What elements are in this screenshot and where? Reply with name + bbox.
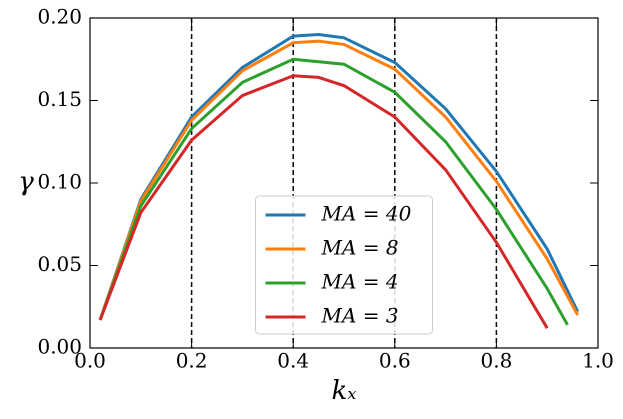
line [98,74,549,329]
plot-frame [89,17,599,349]
x-tick-label: 0.4 [277,349,309,373]
legend-label: MA = 8 [321,236,399,260]
y-tick-label: 0.10 [37,170,82,194]
x-tick-label: 1.0 [582,349,614,373]
x-tick-label: 0.8 [480,349,512,373]
y-tick-label: 0.20 [37,5,82,29]
y-tick-label: 0.00 [37,335,82,359]
x-tick-label: 0.6 [379,349,411,373]
x-tick-label: 0.2 [176,349,208,373]
y-tick-label: 0.05 [37,252,82,276]
y-tick-label: 0.15 [37,87,82,111]
legend: MA = 40 MA = 8 MA = 4 MA = 3 [255,195,433,335]
line [98,32,580,321]
line [98,39,579,321]
legend-box [255,195,433,335]
legend-label: MA = 4 [321,270,399,294]
x-axis-label: kₓ [332,376,357,406]
line [98,57,569,326]
x-tick-label: 0.0 [74,349,106,373]
legend-label: MA = 3 [321,304,399,328]
y-axis-label: γ [18,167,34,197]
legend-label: MA = 40 [321,202,412,226]
